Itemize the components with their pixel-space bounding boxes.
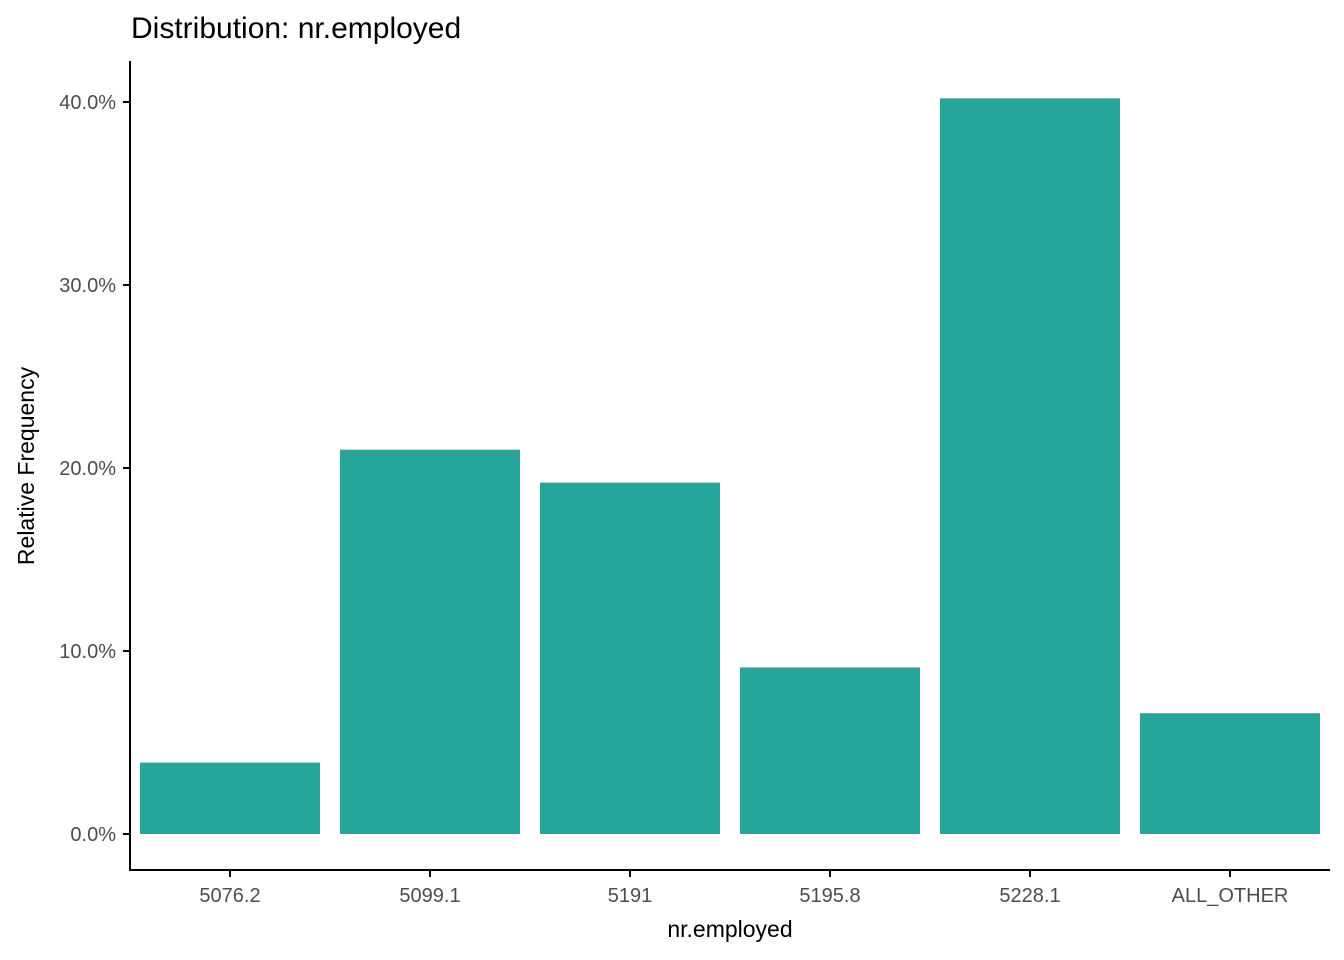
x-tick-label: ALL_OTHER (1172, 885, 1289, 907)
x-axis: 5076.2 5099.1 5191 5195.8 5228.1 ALL_OTHER (199, 870, 1288, 907)
chart-title: Distribution: nr.employed (131, 12, 461, 45)
y-tick-label: 40.0% (59, 92, 116, 114)
x-axis-title: nr.employed (667, 916, 792, 942)
x-tick-label: 5195.8 (799, 885, 860, 907)
bar-5099-1 (340, 449, 520, 834)
y-tick-label: 0.0% (70, 824, 116, 846)
bar-all-other (1140, 713, 1320, 834)
x-tick-label: 5228.1 (999, 885, 1060, 907)
plot-bars (140, 98, 1320, 835)
y-axis-title: Relative Frequency (13, 366, 39, 565)
y-axis: 0.0% 10.0% 20.0% 30.0% 40.0% (59, 92, 130, 846)
bar-5195-8 (740, 667, 920, 834)
x-tick-label: 5191 (608, 885, 653, 907)
bar-5076-2 (140, 762, 320, 834)
y-tick-label: 30.0% (59, 275, 116, 297)
y-tick-label: 20.0% (59, 458, 116, 480)
bar-5191 (540, 482, 720, 834)
x-tick-label: 5099.1 (399, 885, 460, 907)
y-tick-label: 10.0% (59, 641, 116, 663)
x-tick-label: 5076.2 (199, 885, 260, 907)
bar-5228-1 (940, 98, 1120, 835)
